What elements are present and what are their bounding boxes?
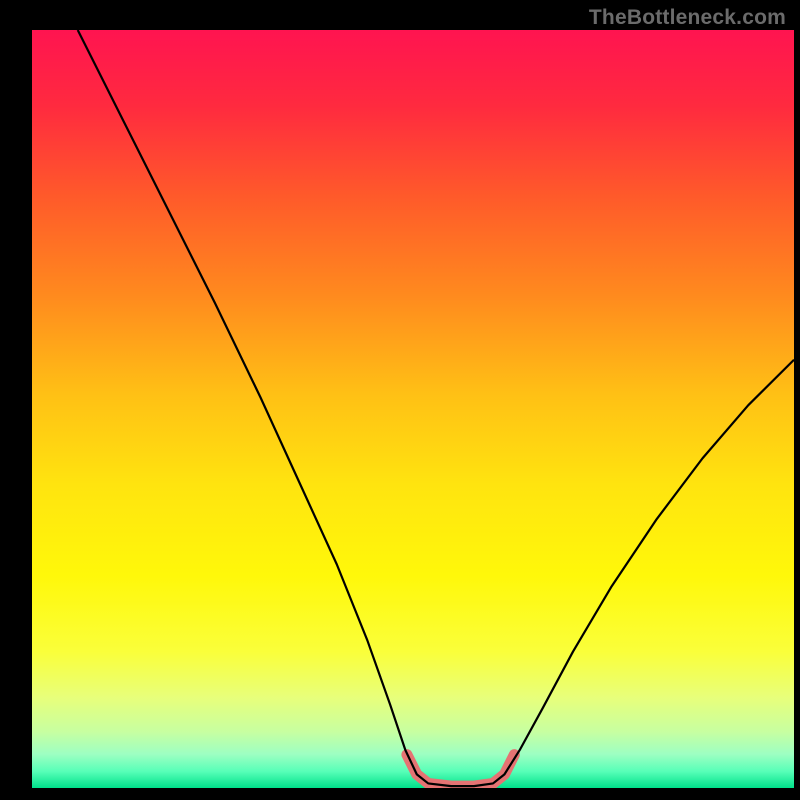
watermark-text: TheBottleneck.com	[589, 6, 786, 30]
gradient-background	[32, 30, 794, 788]
frame-border-left	[0, 0, 32, 800]
frame-border-right	[794, 0, 800, 800]
frame-border-bottom	[0, 788, 800, 800]
bottleneck-curve-chart	[0, 0, 800, 800]
chart-container: TheBottleneck.com	[0, 0, 800, 800]
